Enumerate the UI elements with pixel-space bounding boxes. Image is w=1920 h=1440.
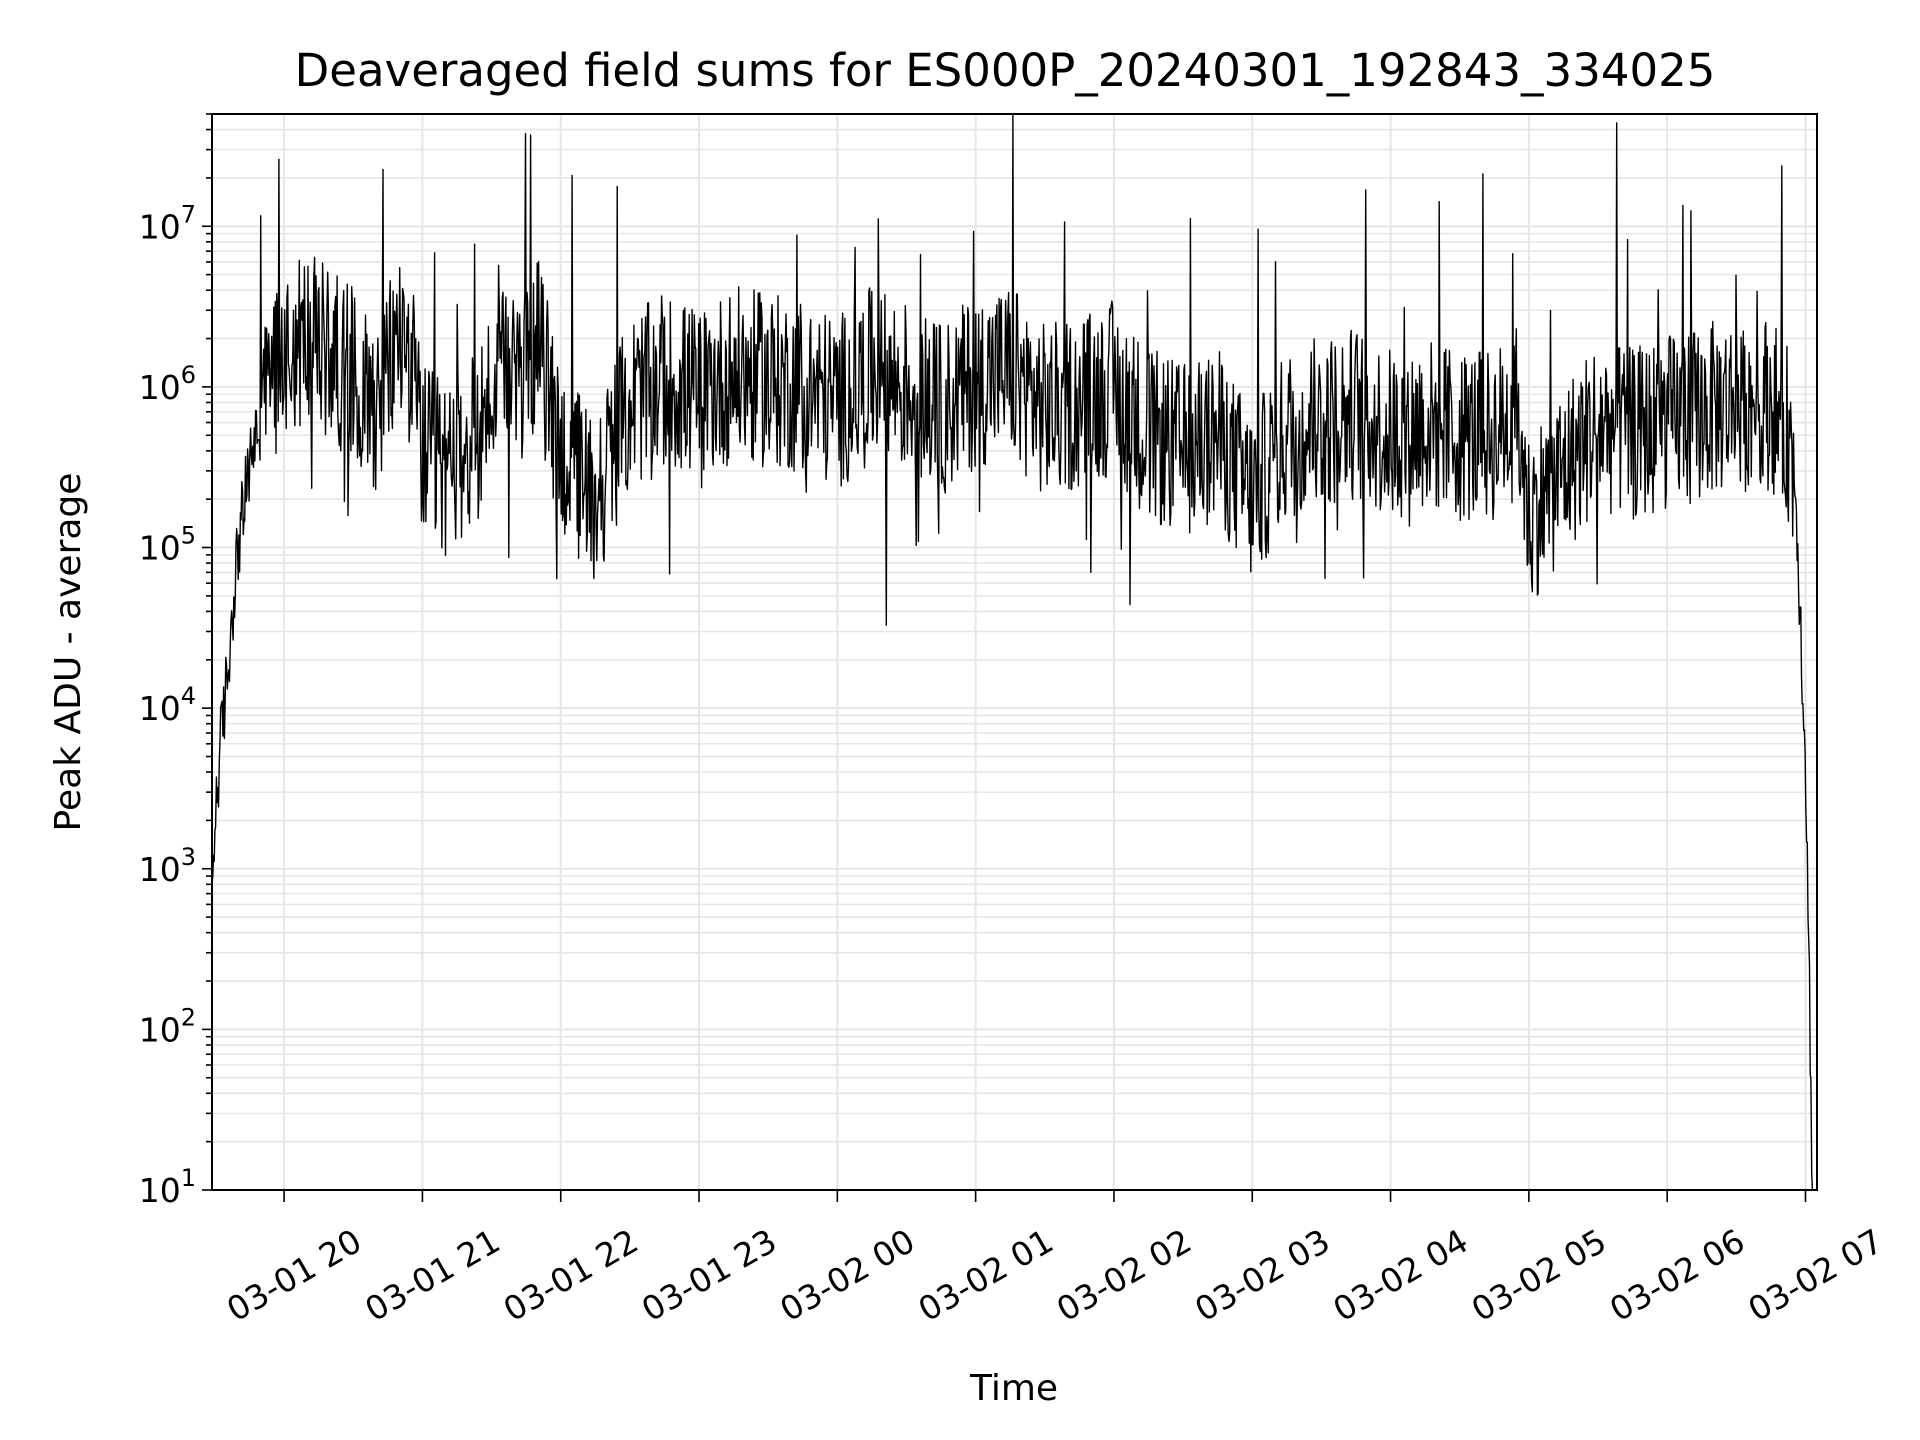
y-tick-label-base: 10 [139,689,181,728]
y-tick-label-base: 10 [139,368,181,407]
y-tick-label: 102 [139,1003,196,1049]
axis-ticks [202,113,1807,1202]
y-tick-label-exponent: 7 [181,200,196,228]
y-tick-label: 105 [139,522,196,568]
y-tick-label-exponent: 3 [181,843,196,871]
y-tick-label-base: 10 [139,207,181,246]
y-tick-label-exponent: 6 [181,361,196,389]
y-tick-label-exponent: 5 [181,522,196,550]
y-tick-label: 101 [139,1164,196,1210]
y-tick-label-exponent: 2 [181,1003,196,1031]
y-tick-label: 106 [139,361,196,407]
y-tick-label-base: 10 [139,529,181,568]
chart-title: Deaveraged field sums for ES000P_2024030… [295,44,1716,97]
y-tick-label-exponent: 4 [181,682,196,710]
y-tick-label-base: 10 [139,850,181,889]
data-series [211,113,1814,1191]
plot-area-frame [211,113,1818,1191]
y-tick-label: 103 [139,843,196,889]
y-tick-label: 107 [139,200,196,246]
y-tick-label-base: 10 [139,1010,181,1049]
x-axis-label: Time [969,1368,1058,1409]
series-line [211,113,1814,1191]
y-axis-label: Peak ADU - average [48,473,89,832]
y-tick-label: 104 [139,682,196,728]
y-tick-label-base: 10 [139,1171,181,1210]
y-tick-label-exponent: 1 [181,1164,196,1192]
